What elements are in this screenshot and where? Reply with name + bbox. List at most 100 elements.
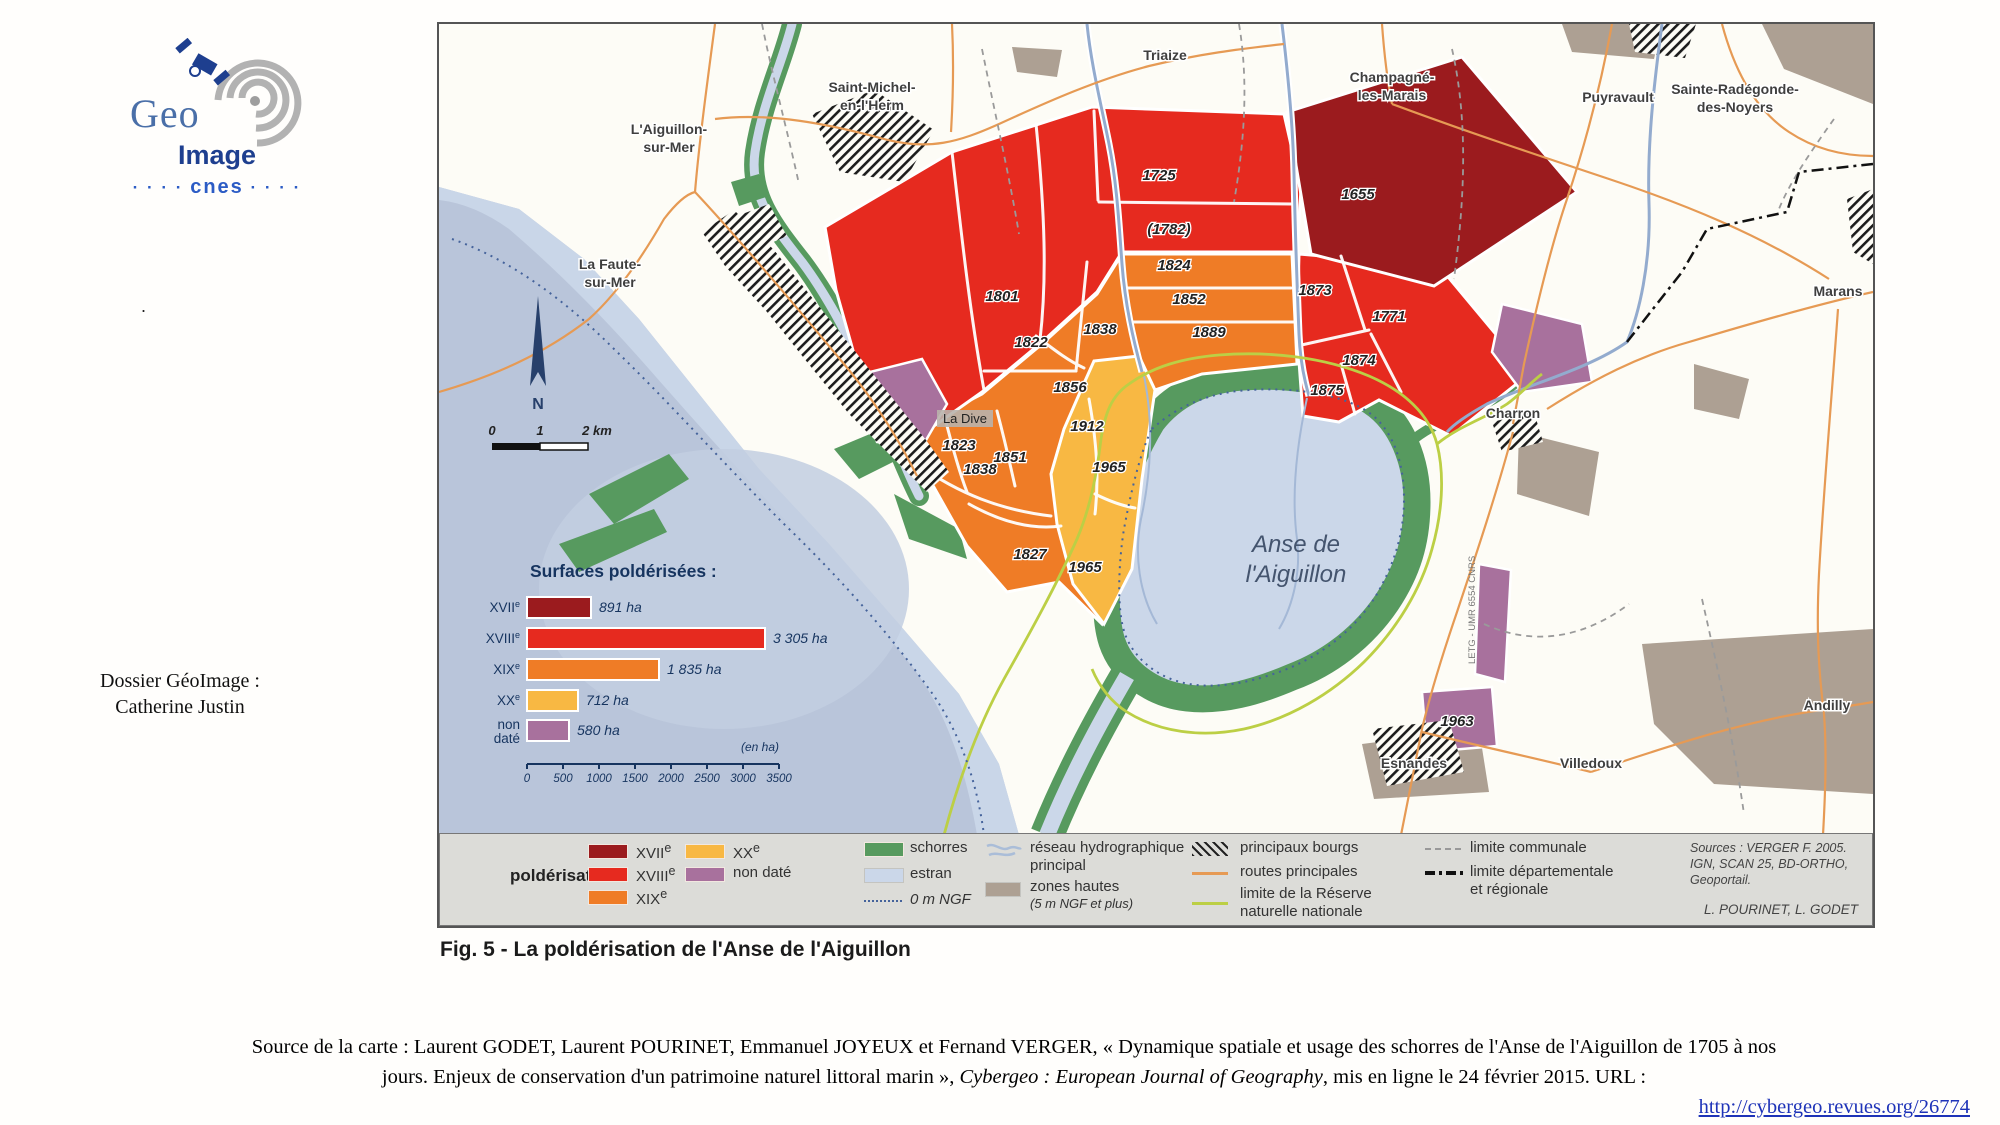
dossier-line2: Catherine Justin	[115, 696, 245, 718]
legend-ngf: 0 m NGF	[910, 891, 971, 908]
label-villedoux: Villedoux	[1560, 755, 1622, 771]
tick-0: 0	[524, 773, 531, 785]
symbol-bourgs-hatch	[1192, 842, 1228, 856]
tick-1000: 1000	[586, 773, 612, 785]
swatch-zones-hautes	[985, 882, 1021, 897]
swatch-schorres	[864, 842, 904, 857]
tick-1500: 1500	[622, 773, 648, 785]
label-puyravault: Puyravault	[1582, 89, 1654, 105]
scale-0: 0	[488, 423, 496, 438]
year-1801: 1801	[985, 288, 1018, 305]
swatch-non-date	[685, 867, 725, 882]
legend-hydro-l2: principal	[1030, 857, 1086, 874]
source-citation: Source de la carte : Laurent GODET, Laur…	[58, 1032, 1970, 1122]
swatch-xviii	[588, 867, 628, 882]
legend-xx: XXe	[733, 841, 760, 862]
limit-departementale	[1626, 162, 1873, 343]
legend-xix: XIXe	[636, 887, 668, 908]
year-1874: 1874	[1342, 352, 1376, 369]
journal-name: Cybergeo : European Journal of Geography	[959, 1066, 1323, 1088]
year-1856: 1856	[1053, 379, 1087, 396]
label-charron: Charron	[1486, 405, 1540, 421]
legend-hydro-l1: réseau hydrographique	[1030, 839, 1185, 856]
year-1771: 1771	[1372, 308, 1405, 325]
vertical-credit: LETG - UMR 6554 CNRS	[1467, 556, 1478, 664]
bay-outlet-channel	[1039, 671, 1134, 839]
swatch-estran	[864, 868, 904, 883]
scale-2km: 2 km	[581, 423, 612, 438]
year-1782: (1782)	[1147, 221, 1190, 238]
year-1725: 1725	[1142, 167, 1176, 184]
swatch-xvii	[588, 844, 628, 859]
swatch-xx	[685, 844, 725, 859]
unit-note: (en ha)	[741, 740, 779, 754]
legend-sources-l1: Sources : VERGER F. 2005.	[1690, 841, 1847, 855]
year-1823: 1823	[942, 437, 976, 454]
svg-text:des-Noyers: des-Noyers	[1697, 99, 1773, 115]
legend-bourgs: principaux bourgs	[1240, 839, 1359, 856]
year-1822: 1822	[1014, 334, 1048, 351]
dossier-credit: Dossier GéoImage : Catherine Justin	[55, 668, 305, 720]
legend-rnn-l2: naturelle nationale	[1240, 903, 1363, 920]
symbol-departementale	[1425, 871, 1463, 875]
la-dive-label: La Dive	[937, 410, 993, 427]
legend-xvii: XVIIe	[636, 841, 672, 862]
legend-non-date: non daté	[733, 864, 792, 881]
north-arrow: N	[530, 296, 546, 413]
polder-xvii-1655	[1285, 55, 1580, 288]
svg-text:Anse de: Anse de	[1250, 531, 1340, 558]
dossier-line1: Dossier GéoImage :	[100, 670, 260, 692]
year-1963: 1963	[1440, 713, 1474, 730]
bar-non-date	[526, 719, 570, 742]
year-1875: 1875	[1310, 382, 1344, 399]
symbol-road	[1192, 872, 1228, 875]
legend-xviii: XVIIIe	[636, 864, 676, 885]
year-1827: 1827	[1013, 546, 1047, 563]
value-xx: 712 ha	[586, 692, 629, 708]
map-canvas: N 0 1 2 km Surfaces poldérisées : XVIIe …	[439, 24, 1873, 926]
label-la-faute: La Faute-	[579, 256, 642, 272]
bar-xix	[526, 658, 660, 681]
value-nd: 580 ha	[577, 722, 620, 738]
svg-text:en-l'Herm: en-l'Herm	[840, 97, 904, 113]
stray-dot: .	[141, 296, 147, 316]
row-label-xix: XIXe	[493, 661, 520, 677]
surface-bar-chart: Surfaces poldérisées : XVIIe XVIIIe XIXe…	[486, 561, 828, 785]
year-1838b: 1838	[963, 461, 997, 478]
roads	[439, 24, 1873, 836]
logo-globe-satellite-icon	[175, 38, 302, 147]
geoimage-cnes-logo: Geo Image · · · · cnes · · · ·	[118, 38, 308, 198]
map-legend: poldérisation : XVIIe XVIIIe XIXe XXe no…	[439, 833, 1873, 926]
polder-xx-region	[1049, 354, 1157, 627]
legend-sources-l3: Geoportail.	[1690, 873, 1752, 887]
legend-authors-credit: L. POURINET, L. GODET	[1703, 902, 1858, 917]
value-xix: 1 835 ha	[667, 661, 722, 677]
tick-3500: 3500	[766, 773, 792, 785]
rnn-boundary	[942, 352, 1543, 836]
legend-schorres: schorres	[910, 839, 968, 856]
zero-ngf-dotted	[451, 238, 1406, 836]
year-1965a: 1965	[1092, 459, 1126, 476]
bar-xx	[526, 689, 579, 712]
cybergeo-link[interactable]: http://cybergeo.revues.org/26774	[1698, 1096, 1970, 1118]
rivers	[1083, 24, 1664, 630]
label-andilly: Andilly	[1804, 697, 1851, 713]
logo-dots-right: · · · ·	[250, 178, 302, 197]
legend-zones-l1: zones hautes	[1030, 878, 1120, 895]
label-saint-michel: Saint-Michel-	[828, 79, 915, 95]
year-1912: 1912	[1070, 418, 1104, 435]
year-1889: 1889	[1192, 324, 1226, 341]
logo-cnes-line: · · · · cnes · · · ·	[102, 176, 332, 199]
parcel-boundaries	[915, 109, 1403, 529]
bar-xvii	[526, 596, 592, 619]
north-label: N	[532, 396, 544, 413]
symbol-communal	[1425, 848, 1461, 850]
row-label-xviii: XVIIIe	[486, 630, 520, 646]
legend-dept-l2: et régionale	[1470, 881, 1549, 898]
year-1838a: 1838	[1083, 321, 1117, 338]
year-1824: 1824	[1157, 257, 1191, 274]
swatch-xix	[588, 890, 628, 905]
tick-2500: 2500	[693, 773, 720, 785]
citation-line2: jours. Enjeux de conservation d'un patri…	[381, 1066, 1647, 1088]
chart-title: Surfaces poldérisées :	[530, 561, 717, 581]
